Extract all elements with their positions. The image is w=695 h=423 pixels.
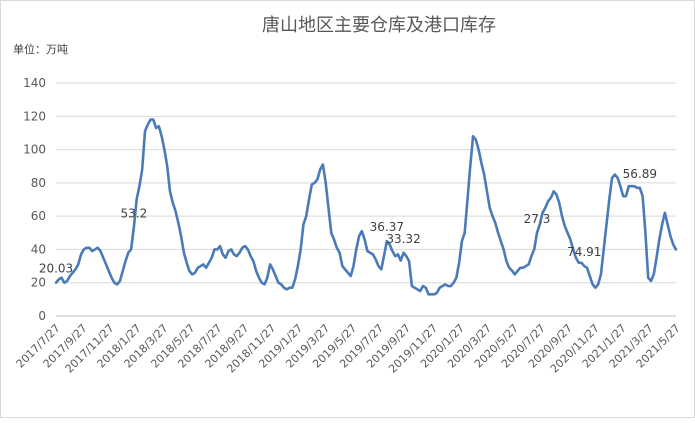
- unit-label: 单位：万吨: [13, 42, 68, 56]
- y-axis-ticks: 0 20 40 60 80 100 120 140: [23, 76, 46, 323]
- y-tick-label: 120: [23, 109, 46, 123]
- chart-title: 唐山地区主要仓库及港口库存: [262, 15, 496, 36]
- data-label: 33.32: [386, 232, 420, 246]
- data-label: 53.2: [120, 206, 147, 220]
- series-layer: [54, 118, 678, 296]
- data-label: 56.89: [623, 167, 657, 181]
- y-tick-label: 80: [31, 176, 46, 190]
- data-label: 27.3: [524, 212, 551, 226]
- y-tick-label: 140: [23, 76, 46, 90]
- gridlines: [56, 82, 676, 317]
- y-tick-label: 100: [23, 143, 46, 157]
- x-axis-ticks: 2017/7/272017/9/272017/11/272018/1/27201…: [14, 322, 683, 376]
- y-tick-label: 20: [31, 276, 46, 290]
- data-label: 74.91: [567, 245, 601, 259]
- y-tick-label: 40: [31, 242, 46, 256]
- series-line: [54, 118, 678, 296]
- y-tick-label: 0: [38, 309, 46, 323]
- data-label: 36.37: [370, 220, 404, 234]
- data-label: 20.03: [39, 262, 73, 276]
- y-tick-label: 60: [31, 209, 46, 223]
